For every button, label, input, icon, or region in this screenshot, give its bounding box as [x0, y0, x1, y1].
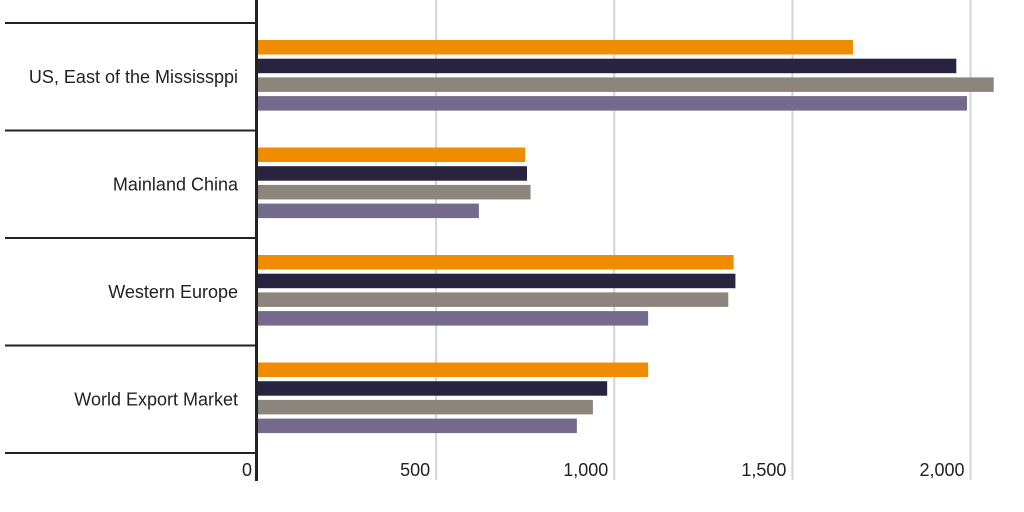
- category-label: Mainland China: [113, 174, 239, 194]
- bar: [258, 77, 994, 92]
- bar: [258, 292, 729, 307]
- bar: [258, 381, 608, 396]
- category-label: Western Europe: [108, 282, 238, 302]
- bar: [258, 418, 577, 434]
- bar: [258, 40, 853, 55]
- x-tick-label: 1,000: [563, 460, 608, 480]
- x-tick-label: 500: [400, 460, 430, 480]
- bar: [258, 184, 531, 200]
- bar: [258, 311, 649, 326]
- bar: [258, 147, 526, 162]
- category-label: US, East of the Mississppi: [29, 67, 238, 87]
- bar: [258, 273, 736, 289]
- bar: [258, 203, 479, 219]
- category-label: World Export Market: [74, 389, 238, 409]
- bar: [258, 255, 734, 270]
- bar: [258, 96, 967, 111]
- x-tick-label: 0: [242, 460, 252, 480]
- bar: [258, 58, 957, 74]
- x-tick-label: 1,500: [741, 460, 786, 480]
- bar: [258, 362, 649, 377]
- bar: [258, 399, 593, 415]
- x-tick-label: 2,000: [920, 460, 965, 480]
- bar: [258, 166, 527, 181]
